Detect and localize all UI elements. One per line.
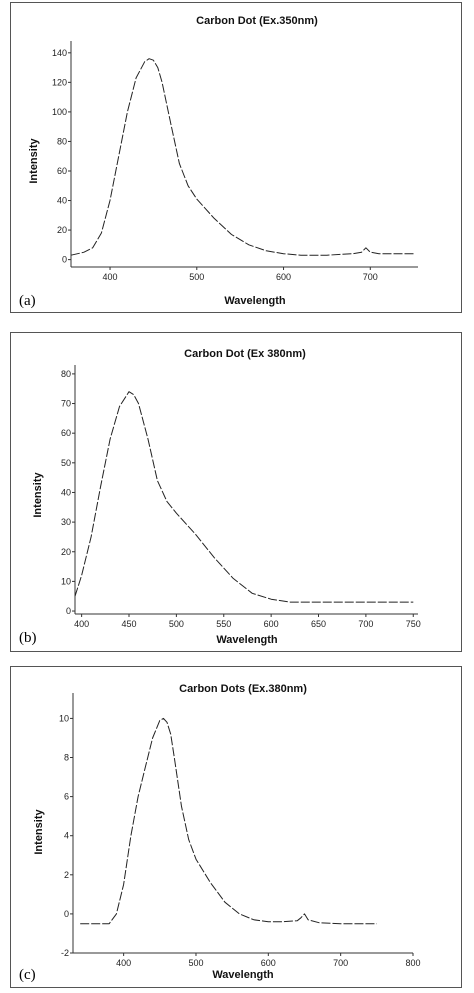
chart-panel-a: Carbon Dot (Ex.350nm) Wavelength Intensi…	[10, 2, 462, 313]
y-tick-label: 20	[61, 547, 71, 557]
x-tick-label: 650	[311, 619, 326, 629]
x-tick-label: 400	[116, 958, 131, 968]
chart-c-svg: Carbon Dots (Ex.380nm) Wavelength Intens…	[19, 683, 421, 983]
x-tick-label: 500	[188, 958, 203, 968]
y-axis-label: Intensity	[28, 138, 40, 184]
x-tick-label: 750	[406, 619, 421, 629]
y-tick-label: 60	[57, 166, 67, 176]
panel-label: (b)	[19, 630, 37, 646]
x-tick-label: 800	[405, 958, 420, 968]
x-tick-label: 500	[169, 619, 184, 629]
chart-b-svg: Carbon Dot (Ex 380nm) Wavelength Intensi…	[19, 348, 421, 646]
y-tick-label: 0	[66, 606, 71, 616]
y-tick-label: 40	[57, 196, 67, 206]
y-tick-label: 80	[57, 136, 67, 146]
y-tick-label: 60	[61, 428, 71, 438]
y-tick-label: 8	[64, 753, 69, 763]
x-tick-label: 700	[358, 619, 373, 629]
x-tick-label: 700	[363, 272, 378, 282]
panel-label: (a)	[19, 293, 36, 309]
y-tick-label: 50	[61, 458, 71, 468]
y-axis-label: Intensity	[33, 809, 45, 855]
y-tick-label: 70	[61, 399, 71, 409]
y-axis-label: Intensity	[32, 472, 44, 518]
y-tick-label: 0	[64, 909, 69, 919]
y-tick-label: 120	[52, 77, 67, 87]
x-tick-label: 600	[261, 958, 276, 968]
x-axis-label: Wavelength	[216, 634, 278, 646]
spectrum-line	[70, 58, 414, 256]
spectrum-line	[74, 391, 414, 603]
spectrum-line	[80, 717, 377, 925]
y-tick-label: 100	[52, 107, 67, 117]
y-tick-label: 6	[64, 792, 69, 802]
x-tick-label: 500	[189, 272, 204, 282]
chart-panel-b: Carbon Dot (Ex 380nm) Wavelength Intensi…	[10, 332, 462, 652]
x-tick-label: 600	[276, 272, 291, 282]
x-tick-label: 700	[333, 958, 348, 968]
panel-label: (c)	[19, 967, 36, 983]
chart-panel-c: Carbon Dots (Ex.380nm) Wavelength Intens…	[10, 666, 462, 988]
x-tick-label: 600	[264, 619, 279, 629]
x-tick-label: 400	[74, 619, 89, 629]
y-tick-label: 2	[64, 870, 69, 880]
y-tick-label: -2	[61, 948, 69, 958]
y-tick-label: 20	[57, 225, 67, 235]
y-tick-label: 0	[62, 255, 67, 265]
x-tick-label: 450	[121, 619, 136, 629]
x-axis-label: Wavelength	[212, 969, 274, 981]
chart-title: Carbon Dots (Ex.380nm)	[179, 683, 307, 695]
y-tick-label: 40	[61, 487, 71, 497]
x-axis-label: Wavelength	[224, 295, 286, 307]
y-tick-label: 140	[52, 48, 67, 58]
y-tick-label: 4	[64, 831, 69, 841]
y-tick-label: 80	[61, 369, 71, 379]
x-tick-label: 400	[103, 272, 118, 282]
y-tick-label: 10	[59, 713, 69, 723]
chart-title: Carbon Dot (Ex.350nm)	[196, 15, 318, 27]
y-tick-label: 30	[61, 517, 71, 527]
chart-a-svg: Carbon Dot (Ex.350nm) Wavelength Intensi…	[19, 15, 418, 309]
y-tick-label: 10	[61, 576, 71, 586]
x-tick-label: 550	[216, 619, 231, 629]
chart-title: Carbon Dot (Ex 380nm)	[184, 348, 306, 360]
